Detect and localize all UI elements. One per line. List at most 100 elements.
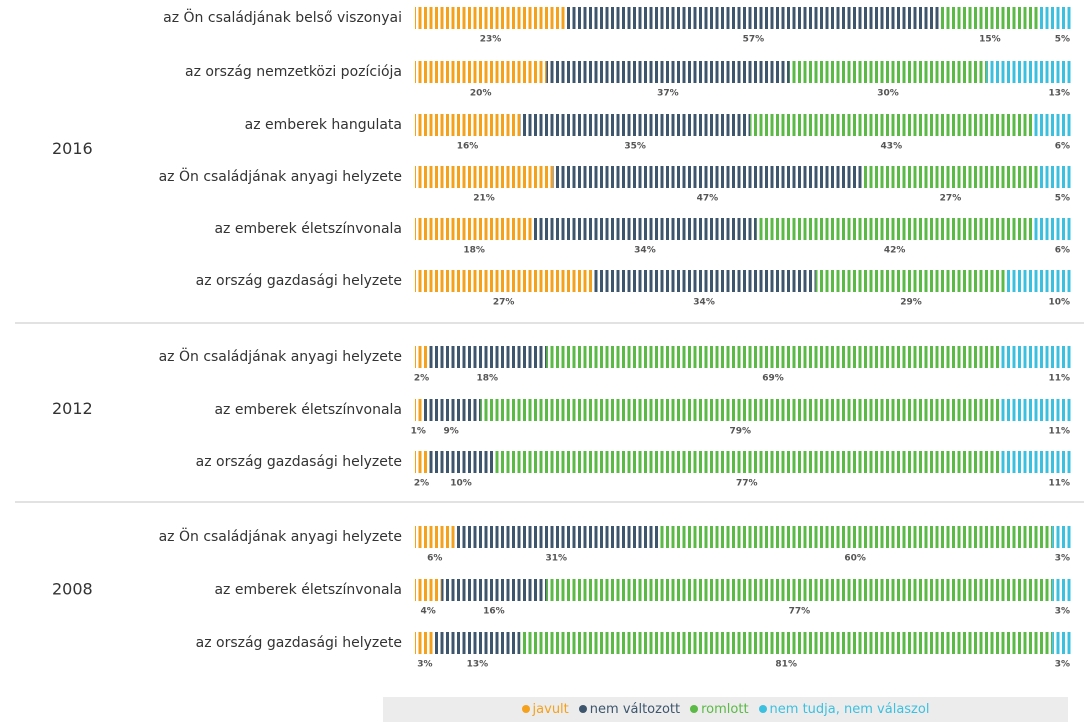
bar-segment bbox=[1052, 526, 1072, 548]
value-label: 18% bbox=[476, 374, 498, 384]
value-label: 16% bbox=[483, 607, 505, 617]
bar-segment bbox=[546, 346, 1000, 368]
value-label: 37% bbox=[657, 89, 679, 99]
bar-segment bbox=[552, 166, 862, 188]
bar-segment bbox=[415, 7, 567, 29]
value-label: 34% bbox=[693, 298, 715, 308]
value-label: 3% bbox=[1055, 554, 1070, 564]
value-label: 60% bbox=[844, 554, 866, 564]
bar-segment bbox=[520, 632, 1053, 654]
category-label: az emberek életszínvonala bbox=[214, 402, 402, 418]
category-label: az Ön családjának anyagi helyzete bbox=[159, 347, 402, 365]
bar-segment bbox=[434, 632, 521, 654]
value-label: 27% bbox=[940, 194, 962, 204]
bar-segment bbox=[999, 346, 1072, 368]
bar-segment bbox=[415, 579, 442, 601]
bar-segment bbox=[415, 61, 547, 83]
value-label: 10% bbox=[1048, 298, 1070, 308]
bar-segment bbox=[1006, 270, 1072, 292]
value-label: 5% bbox=[1055, 35, 1070, 45]
legend-marker bbox=[690, 705, 699, 713]
value-label: 30% bbox=[877, 89, 899, 99]
value-label: 18% bbox=[463, 246, 485, 256]
bar-segment bbox=[493, 451, 1000, 473]
bar-segment bbox=[1052, 579, 1072, 601]
value-label: 3% bbox=[1055, 607, 1070, 617]
bar-segment bbox=[415, 346, 429, 368]
legend-item: nem változott bbox=[578, 702, 681, 717]
value-label: 13% bbox=[1048, 89, 1070, 99]
bar-segment bbox=[415, 270, 593, 292]
legend-label: nem változott bbox=[589, 702, 681, 717]
legend-marker bbox=[578, 705, 587, 713]
category-label: az emberek hangulata bbox=[245, 117, 402, 133]
value-label: 31% bbox=[545, 554, 567, 564]
value-label: 15% bbox=[979, 35, 1001, 45]
bar-segment bbox=[454, 526, 659, 548]
bar-segment bbox=[520, 114, 751, 136]
bar-segment bbox=[415, 218, 534, 240]
bar-segment bbox=[658, 526, 1053, 548]
value-label: 57% bbox=[743, 35, 765, 45]
value-label: 2% bbox=[414, 374, 429, 384]
value-label: 27% bbox=[493, 298, 515, 308]
category-label: az emberek életszínvonala bbox=[214, 221, 402, 237]
value-label: 3% bbox=[417, 660, 432, 670]
bar-segment bbox=[415, 166, 553, 188]
value-label: 77% bbox=[789, 607, 811, 617]
value-label: 23% bbox=[480, 35, 502, 45]
year-label: 2016 bbox=[52, 139, 93, 158]
category-label: az ország nemzetközi pozíciója bbox=[185, 64, 402, 80]
value-label: 10% bbox=[450, 479, 472, 489]
bar-segment bbox=[789, 61, 987, 83]
legend: javult nem változott romlott nem tudja, nem… bbox=[383, 697, 1068, 722]
value-label: 42% bbox=[884, 246, 906, 256]
value-label: 20% bbox=[470, 89, 492, 99]
value-label: 43% bbox=[881, 142, 903, 152]
value-label: 81% bbox=[775, 660, 797, 670]
bar-segment bbox=[1039, 7, 1072, 29]
value-label: 2% bbox=[414, 479, 429, 489]
legend-item: romlott bbox=[690, 702, 749, 717]
bar-segment bbox=[986, 61, 1072, 83]
legend-marker bbox=[521, 705, 530, 713]
value-label: 77% bbox=[736, 479, 758, 489]
value-label: 1% bbox=[411, 427, 426, 437]
chart: 2016 az Ön családjának belső viszonyai 23%… bbox=[15, 7, 1084, 670]
bar-segment bbox=[592, 270, 816, 292]
value-label: 29% bbox=[900, 298, 922, 308]
legend-label: javult bbox=[532, 702, 569, 717]
category-label: az Ön családjának anyagi helyzete bbox=[159, 527, 402, 545]
value-label: 9% bbox=[443, 427, 458, 437]
value-label: 13% bbox=[467, 660, 489, 670]
bar-segment bbox=[415, 399, 422, 421]
bar-segment bbox=[546, 61, 790, 83]
value-label: 21% bbox=[473, 194, 495, 204]
category-label: az ország gazdasági helyzete bbox=[196, 635, 402, 651]
category-label: az Ön családjának belső viszonyai bbox=[163, 8, 402, 26]
value-label: 47% bbox=[697, 194, 719, 204]
value-label: 35% bbox=[624, 142, 646, 152]
value-label: 69% bbox=[762, 374, 784, 384]
bar-segment bbox=[1039, 166, 1072, 188]
value-label: 6% bbox=[427, 554, 442, 564]
value-label: 11% bbox=[1048, 374, 1070, 384]
value-label: 79% bbox=[729, 427, 751, 437]
value-label: 34% bbox=[634, 246, 656, 256]
bar-segment bbox=[756, 218, 1033, 240]
value-label: 6% bbox=[1055, 142, 1070, 152]
bar-segment bbox=[566, 7, 941, 29]
year-label: 2012 bbox=[52, 399, 93, 418]
bar-segment bbox=[861, 166, 1040, 188]
category-label: az Ön családjának anyagi helyzete bbox=[159, 167, 402, 185]
value-label: 3% bbox=[1055, 660, 1070, 670]
legend-label: nem tudja, nem válaszol bbox=[769, 702, 930, 717]
year-label: 2008 bbox=[52, 580, 93, 599]
bar-segment bbox=[415, 114, 521, 136]
bar-segment bbox=[546, 579, 1053, 601]
bar-segment bbox=[1052, 632, 1072, 654]
bar-segment bbox=[441, 579, 547, 601]
category-label: az ország gazdasági helyzete bbox=[196, 273, 402, 289]
bar-segment bbox=[999, 451, 1072, 473]
